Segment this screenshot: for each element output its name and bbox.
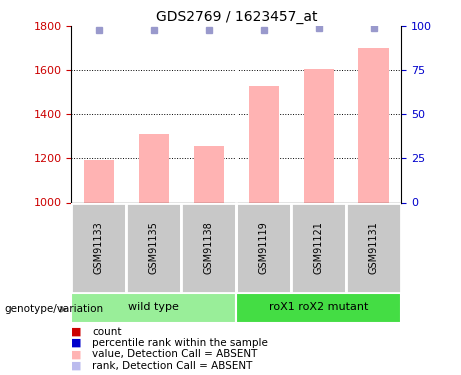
- Text: value, Detection Call = ABSENT: value, Detection Call = ABSENT: [92, 350, 258, 359]
- Bar: [139, 134, 169, 202]
- Bar: [303, 69, 334, 202]
- Text: wild type: wild type: [129, 303, 179, 312]
- Bar: [346, 202, 401, 292]
- Text: percentile rank within the sample: percentile rank within the sample: [92, 338, 268, 348]
- Bar: [126, 202, 181, 292]
- Text: GSM91119: GSM91119: [259, 221, 269, 274]
- Text: GSM91133: GSM91133: [94, 221, 104, 274]
- Bar: [359, 48, 389, 202]
- Text: rank, Detection Call = ABSENT: rank, Detection Call = ABSENT: [92, 361, 253, 370]
- Text: ■: ■: [71, 327, 82, 337]
- Bar: [291, 202, 346, 292]
- Bar: [194, 146, 224, 202]
- Bar: [236, 202, 291, 292]
- Bar: [248, 86, 279, 202]
- Text: genotype/variation: genotype/variation: [5, 304, 104, 314]
- Bar: [71, 292, 236, 322]
- Text: ■: ■: [71, 361, 82, 370]
- Title: GDS2769 / 1623457_at: GDS2769 / 1623457_at: [155, 10, 317, 24]
- Bar: [236, 292, 401, 322]
- Text: GSM91131: GSM91131: [369, 221, 378, 274]
- Text: GSM91138: GSM91138: [204, 221, 214, 274]
- Text: GSM91135: GSM91135: [149, 221, 159, 274]
- Bar: [84, 159, 114, 202]
- Bar: [181, 202, 236, 292]
- Text: roX1 roX2 mutant: roX1 roX2 mutant: [269, 303, 368, 312]
- Text: ■: ■: [71, 338, 82, 348]
- Text: count: count: [92, 327, 122, 337]
- Bar: [71, 202, 126, 292]
- Text: GSM91121: GSM91121: [313, 221, 324, 274]
- Text: ■: ■: [71, 350, 82, 359]
